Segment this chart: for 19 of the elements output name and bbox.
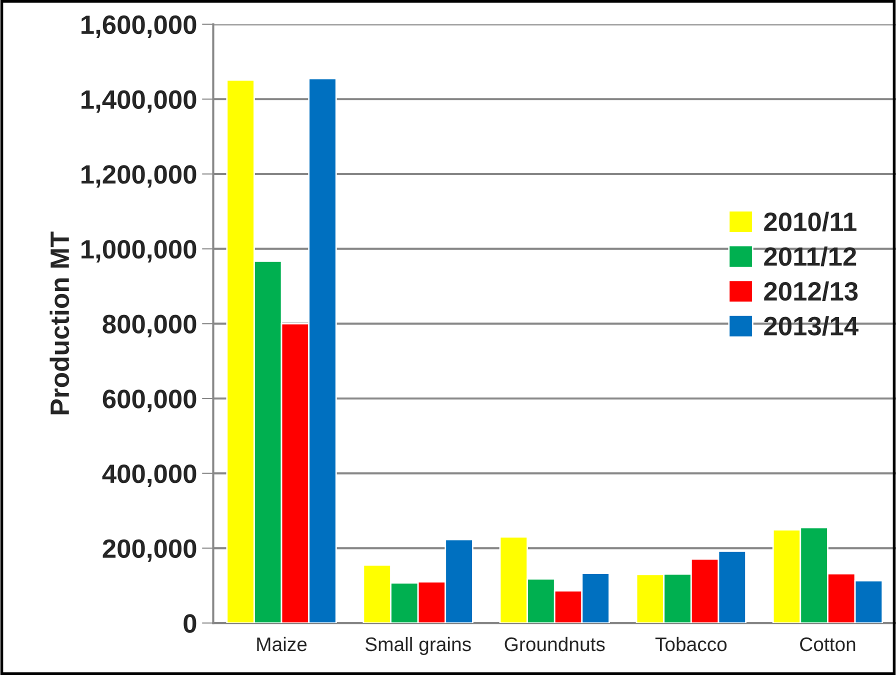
legend-label: 2013/14 (764, 316, 858, 336)
y-tick-label: 800,000 (102, 314, 196, 338)
y-tick-label: 400,000 (102, 464, 196, 487)
x-tick-label: Cotton (800, 637, 856, 652)
legend-label: 2012/13 (764, 281, 858, 301)
y-axis-title: Production MT (50, 232, 70, 414)
x-tick-label: Tobacco (655, 636, 727, 652)
legend-label: 2010/11 (764, 212, 856, 232)
y-tick-label: 600,000 (102, 390, 196, 412)
y-tick-label: 1,200,000 (82, 165, 196, 188)
y-tick-label: 1,000,000 (82, 240, 196, 262)
y-tick-label: 1,600,000 (82, 15, 196, 38)
x-tick-label: Maize (257, 636, 307, 652)
x-tick-label: Groundnuts (504, 636, 605, 652)
y-tick-label: 1,400,000 (82, 90, 196, 113)
x-tick-label: Small grains (365, 636, 471, 656)
legend-label: 2011/12 (764, 246, 856, 266)
y-tick-label: 200,000 (102, 539, 196, 562)
y-tick-label: 0 (184, 614, 196, 633)
